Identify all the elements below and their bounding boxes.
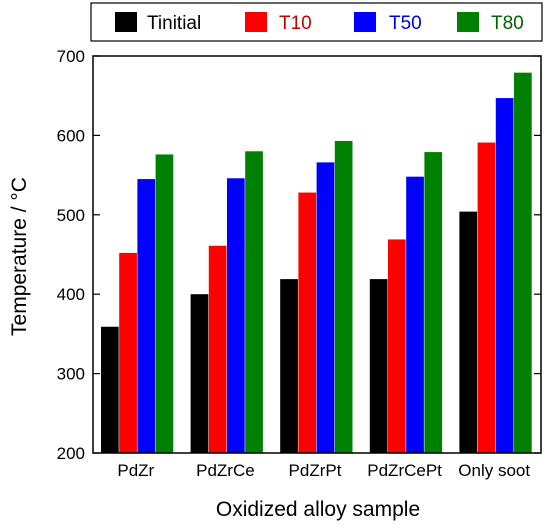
bar-t10-pdzr <box>119 252 137 453</box>
bar-t80-pdzrpt <box>334 140 353 453</box>
bar-t50-pdzr <box>137 179 156 453</box>
y-tick-label: 700 <box>57 47 85 66</box>
bar-t50-pdzrcept <box>406 176 424 454</box>
bar-t80-pdzrcept <box>424 152 443 453</box>
legend-swatch-tinitial <box>115 12 137 32</box>
bar-t80-pdzr <box>155 154 174 453</box>
bar-t10-pdzrce <box>208 245 227 453</box>
bar-t50-pdzrce <box>227 178 245 453</box>
bar-tinitial-pdzrpt <box>280 279 298 453</box>
y-tick-label: 300 <box>57 365 85 384</box>
x-axis-tick-labels: PdZr PdZrCe PdZrPt PdZrCePt Only soot <box>117 461 530 480</box>
legend-swatch-t50 <box>354 12 376 32</box>
y-tick-label: 600 <box>57 126 85 145</box>
legend-label-t80: T80 <box>491 13 524 34</box>
x-tick-label: PdZrCePt <box>367 461 442 480</box>
legend-label-tinitial: Tinitial <box>147 13 201 34</box>
legend-swatch-t80 <box>457 12 479 32</box>
y-tick-label: 500 <box>57 206 85 225</box>
x-tick-label: PdZrCe <box>196 461 255 480</box>
plot-frame <box>92 55 542 454</box>
bar-t10-pdzrpt <box>298 192 317 453</box>
bar-tinitial-pdzr <box>101 326 119 453</box>
bar-t50-pdzrpt <box>316 162 335 453</box>
bar-tinitial-only-soot <box>459 211 478 453</box>
bar-t10-only-soot <box>477 142 496 453</box>
bar-tinitial-pdzrcept <box>369 279 388 453</box>
y-axis-ticks: 200 300 400 500 600 700 <box>57 47 541 463</box>
legend-label-t50: T50 <box>389 13 422 34</box>
y-axis-title: Temperature / °C <box>8 177 31 336</box>
bar-t10-pdzrcept <box>388 239 406 453</box>
x-tick-label: Only soot <box>458 461 530 480</box>
x-tick-label: PdZr <box>117 461 154 480</box>
y-tick-label: 200 <box>57 444 85 463</box>
legend-label-t10: T10 <box>279 13 312 34</box>
bars <box>101 72 532 454</box>
x-tick-label: PdZrPt <box>289 461 342 480</box>
legend-swatch-t10 <box>245 12 267 32</box>
bar-tinitial-pdzrce <box>190 294 209 453</box>
bar-t80-only-soot <box>514 72 532 453</box>
legend: Tinitial T10 T50 T80 <box>90 2 543 42</box>
bar-t50-only-soot <box>495 98 514 453</box>
bar-t80-pdzrce <box>245 151 263 453</box>
y-tick-label: 400 <box>57 285 85 304</box>
x-axis-title: Oxidized alloy sample <box>216 498 420 521</box>
